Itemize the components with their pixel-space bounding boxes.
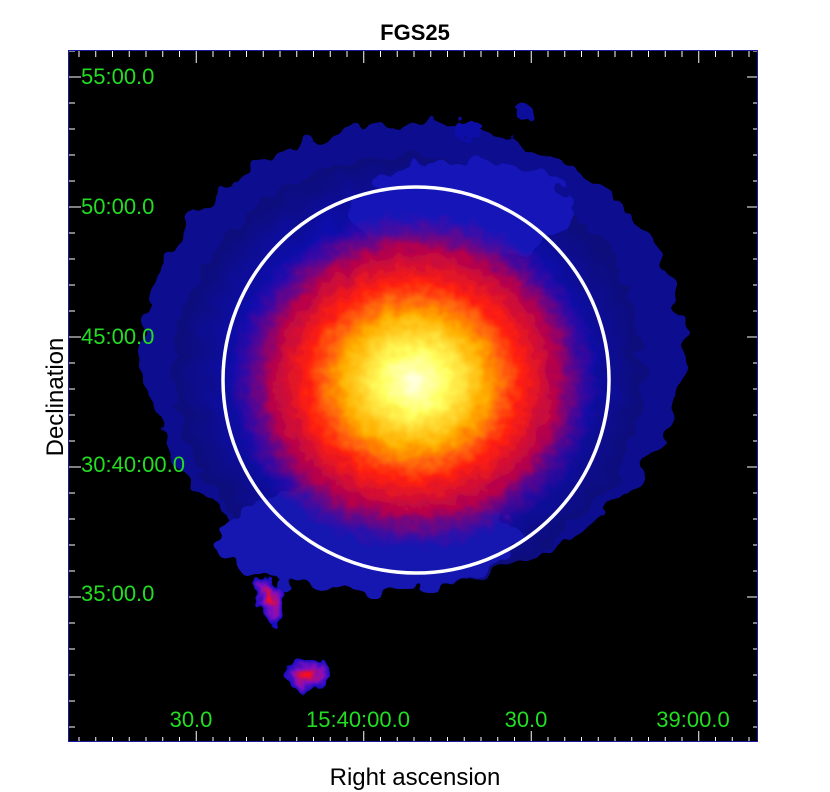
x-axis-label: Right ascension xyxy=(329,764,501,791)
dec-tick-label: 35:00.0 xyxy=(81,581,155,606)
figure-title: FGS25 xyxy=(380,20,450,45)
ra-tick-label: 39:00.0 xyxy=(656,707,730,732)
ra-tick-label: 15:40:00.0 xyxy=(306,707,410,732)
point-sources xyxy=(253,105,534,691)
axis-ticks xyxy=(69,51,757,741)
y-axis-label: Declination xyxy=(42,337,69,457)
x-ray-emission-image xyxy=(144,105,684,691)
dec-tick-label: 55:00.0 xyxy=(81,64,155,89)
sky-image-panel: 55:00.0 50:00.0 45:00.0 30:40:00.0 35:00… xyxy=(68,50,758,742)
ra-tick-label: 30.0 xyxy=(504,707,548,732)
dec-tick-label: 50:00.0 xyxy=(81,194,155,219)
dec-tick-label: 30:40:00.0 xyxy=(81,452,185,477)
cluster-core xyxy=(229,211,599,551)
ra-tick-label: 30.0 xyxy=(169,707,213,732)
aperture-circle xyxy=(221,185,611,575)
dec-tick-label: 45:00.0 xyxy=(81,324,155,349)
